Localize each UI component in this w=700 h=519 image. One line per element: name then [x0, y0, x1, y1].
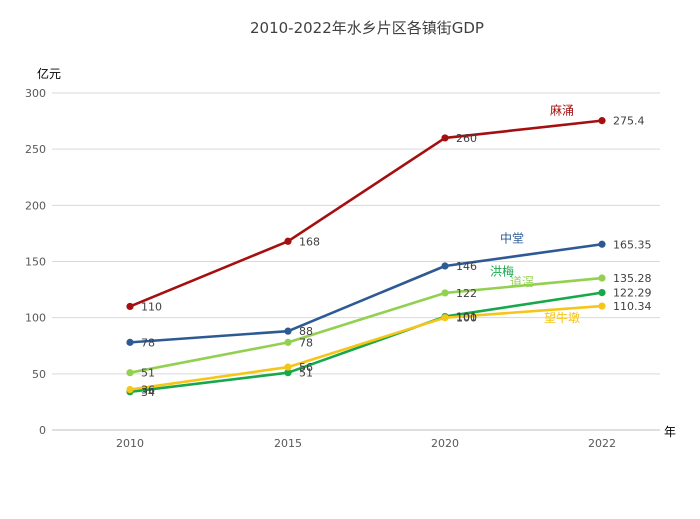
- gridlines: [52, 92, 660, 431]
- series-name-label: 道滘: [510, 275, 534, 289]
- y-tick-label: 250: [25, 143, 46, 156]
- data-point: [126, 369, 134, 377]
- data-label: 36: [141, 384, 155, 397]
- series-line: [128, 242, 604, 344]
- series-line: [128, 304, 604, 391]
- y-tick-label: 50: [32, 368, 46, 381]
- x-tick-label: 2010: [116, 437, 144, 450]
- y-axis-unit-label: 亿元: [37, 66, 61, 81]
- data-label: 88: [299, 325, 313, 338]
- series-line: [128, 276, 604, 375]
- data-label: 275.4: [613, 115, 645, 128]
- data-label: 78: [299, 336, 313, 349]
- data-label: 78: [141, 336, 155, 349]
- data-label: 260: [456, 132, 477, 145]
- data-point: [284, 327, 292, 335]
- data-label: 110.34: [613, 300, 652, 313]
- data-point: [441, 134, 449, 142]
- data-label: 34: [141, 386, 155, 399]
- data-label: 165.35: [613, 238, 652, 251]
- data-labels: 110168260275.4麻涌7888146165.35中堂517812213…: [141, 103, 652, 399]
- series-4: [126, 302, 606, 394]
- data-label: 101: [456, 311, 477, 324]
- series-2: [126, 274, 606, 377]
- series-name-label: 麻涌: [550, 103, 574, 118]
- series-0: [126, 117, 606, 311]
- series-line: [128, 291, 604, 394]
- data-label: 100: [456, 312, 477, 325]
- data-point: [598, 274, 606, 282]
- data-point: [441, 314, 449, 322]
- x-tick-label: 2020: [431, 437, 459, 450]
- data-point: [284, 237, 292, 245]
- data-label: 135.28: [613, 272, 652, 285]
- axis-ticks: 0 50 100 150 200 250 300 2010 2015 2020 2022: [25, 87, 616, 450]
- data-point: [126, 385, 134, 394]
- x-tick-label: 2022: [588, 437, 616, 450]
- data-label: 56: [299, 361, 313, 374]
- data-point: [598, 240, 606, 248]
- data-point: [126, 302, 134, 311]
- y-tick-label: 150: [25, 256, 46, 269]
- data-point: [284, 363, 292, 371]
- series-name-label: 望牛墩: [544, 310, 580, 325]
- series-line: [128, 119, 604, 308]
- x-axis-unit-label: 年: [664, 425, 676, 439]
- y-tick-label: 100: [25, 312, 46, 325]
- chart-title: 2010-2022年水乡片区各镇街GDP: [250, 19, 484, 37]
- data-point: [126, 338, 134, 346]
- data-point: [284, 338, 292, 346]
- y-tick-label: 300: [25, 87, 46, 100]
- data-label: 51: [299, 367, 313, 380]
- data-point: [441, 289, 449, 297]
- x-tick-label: 2015: [274, 437, 302, 450]
- data-point: [598, 302, 606, 310]
- series-name-label: 洪梅: [490, 264, 514, 279]
- series-lines: [126, 117, 606, 396]
- data-point: [598, 117, 606, 125]
- data-label: 51: [141, 367, 155, 380]
- series-name-label: 中堂: [500, 230, 524, 245]
- data-label: 168: [299, 235, 320, 248]
- series-1: [126, 240, 606, 346]
- y-tick-label: 0: [39, 424, 46, 437]
- data-label: 110: [141, 300, 162, 313]
- y-tick-label: 200: [25, 199, 46, 212]
- data-label: 122: [456, 287, 477, 300]
- data-label: 146: [456, 260, 477, 273]
- data-point: [598, 289, 606, 297]
- data-label: 122.29: [613, 287, 652, 300]
- data-point: [284, 369, 292, 377]
- data-point: [441, 262, 449, 270]
